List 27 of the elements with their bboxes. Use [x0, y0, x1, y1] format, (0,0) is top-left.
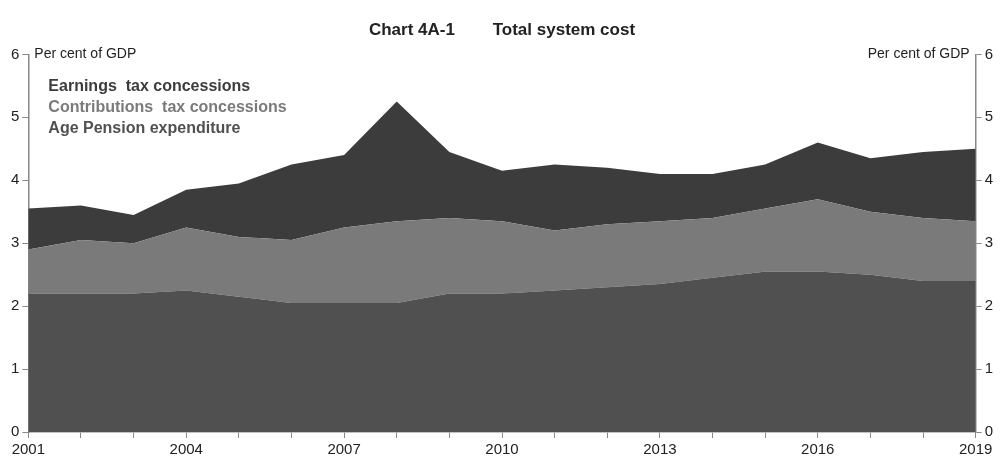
x-tick-label: 2019	[958, 440, 993, 458]
x-tick-label: 2016	[801, 440, 835, 458]
text: Contributions tax concessions	[48, 97, 287, 115]
y-tick-label: 4	[11, 170, 20, 188]
y-tick-label: 2	[11, 296, 20, 314]
y2-tick-label: 5	[984, 107, 993, 125]
text: Earnings tax concessions	[48, 76, 251, 94]
y-tick-label: 0	[11, 422, 20, 440]
y2-tick-label: 3	[984, 233, 993, 251]
x-tick-label: 2013	[643, 440, 677, 458]
y2-tick-label: 4	[984, 170, 993, 188]
y2-axis-title: Per cent of GDP	[867, 45, 970, 62]
y-axis-title: Per cent of GDP	[34, 45, 137, 62]
y2-tick-label: 2	[984, 296, 993, 314]
y-tick-label: 1	[11, 359, 20, 377]
x-tick-label: 2007	[327, 440, 361, 458]
x-tick-label: 2010	[485, 440, 519, 458]
y-tick-label: 5	[11, 107, 20, 125]
y2-tick-label: 1	[984, 359, 993, 377]
y-tick-label: 6	[11, 44, 20, 62]
y-tick-label: 3	[11, 233, 20, 251]
text: Age Pension expenditure	[48, 118, 241, 136]
chart-title: Chart 4A-1 Total system cost	[368, 19, 636, 39]
y2-tick-label: 6	[984, 44, 993, 62]
y2-tick-label: 0	[984, 422, 993, 440]
x-tick-label: 2001	[11, 440, 46, 458]
x-tick-label: 2004	[169, 440, 203, 458]
